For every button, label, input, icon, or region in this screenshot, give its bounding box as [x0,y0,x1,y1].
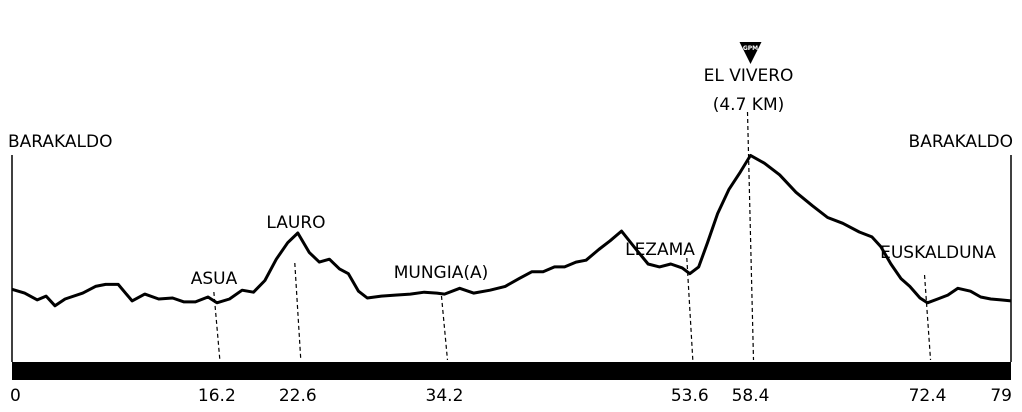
distance-bar [12,362,1011,380]
marker-line-lauro [294,262,302,361]
x-tick-label: 79 [990,386,1012,406]
marker-line-asua [213,291,221,361]
start-label: BARAKALDO [8,132,112,152]
gpm-mountain-icon: GPM [739,42,762,64]
waypoint-label-lezama: LEZAMA [625,240,695,260]
waypoint-label-lauro: LAURO [266,213,325,233]
x-tick-label: 53.6 [671,386,709,406]
x-tick-label: 22.6 [279,386,317,406]
summit-name-label: EL VIVERO [704,66,794,86]
x-tick-label: 16.2 [198,386,236,406]
marker-line-lezama [686,257,694,361]
x-tick-label: 72.4 [909,386,947,406]
waypoint-label-euskalduna: EUSKALDUNA [880,243,996,263]
gpm-text: GPM [743,45,758,52]
elevation-profile-line [11,153,1012,308]
waypoint-label-asua: ASUA [191,269,238,289]
marker-line-euskalduna [923,274,932,361]
end-label: BARAKALDO [909,132,1013,152]
x-tick-label: 58.4 [732,386,770,406]
summit-distance-label: (4.7 KM) [713,95,785,115]
marker-line-el-vivero [746,111,755,361]
x-tick-label: 34.2 [426,386,464,406]
marker-line-mungia [440,295,449,361]
x-tick-label: 0 [10,386,21,406]
waypoint-label-mungia: MUNGIA(A) [394,263,489,283]
